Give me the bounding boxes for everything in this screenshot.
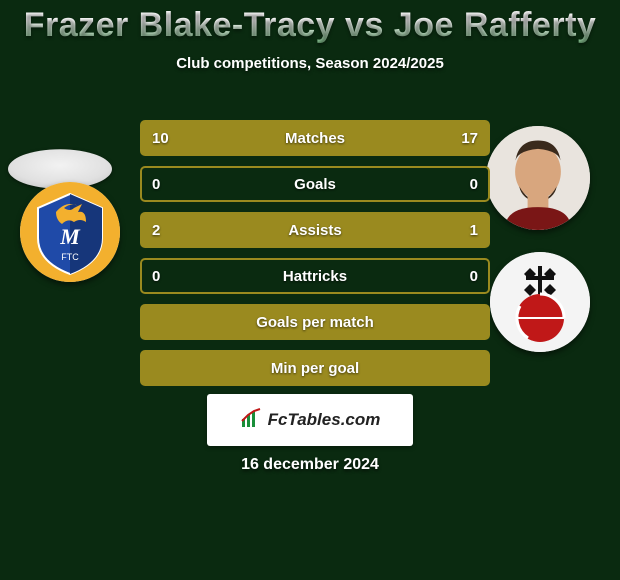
club-right-badge	[490, 252, 590, 352]
stat-row: Matches10 17	[140, 120, 490, 156]
stat-row: Goals0 0	[140, 166, 490, 202]
stat-value-right: 1	[470, 214, 478, 246]
stat-value-left: 0	[152, 168, 160, 200]
stat-row: Min per goal	[140, 350, 490, 386]
stat-label: Hattricks	[142, 260, 488, 292]
stat-value-left: 2	[152, 214, 160, 246]
svg-text:M: M	[59, 224, 81, 249]
stats-panel: Matches1017Goals00Assists21Hattricks00Go…	[140, 120, 490, 396]
chart-icon	[240, 407, 262, 434]
stat-value-left: 0	[152, 260, 160, 292]
stat-label: Assists	[142, 214, 488, 246]
stat-label: Goals	[142, 168, 488, 200]
stat-label: Goals per match	[142, 306, 488, 338]
stat-row: Assists2 1	[140, 212, 490, 248]
stat-value-right: 0	[470, 168, 478, 200]
stat-label: Matches	[142, 122, 488, 154]
club-left-badge: M FTC	[20, 182, 120, 282]
page-title: Frazer Blake-Tracy vs Joe Rafferty	[0, 0, 620, 45]
stat-value-right: 17	[461, 122, 478, 154]
date-text: 16 december 2024	[0, 456, 620, 474]
stat-row: Hattricks0 0	[140, 258, 490, 294]
fctables-badge[interactable]: FcTables.com	[207, 394, 413, 446]
stat-row: Goals per match	[140, 304, 490, 340]
badge-text: FcTables.com	[268, 410, 381, 430]
subtitle: Club competitions, Season 2024/2025	[0, 55, 620, 72]
player-right-avatar	[486, 126, 590, 230]
stat-label: Min per goal	[142, 352, 488, 384]
stat-value-right: 0	[470, 260, 478, 292]
stat-value-left: 10	[152, 122, 169, 154]
svg-text:FTC: FTC	[61, 252, 79, 262]
